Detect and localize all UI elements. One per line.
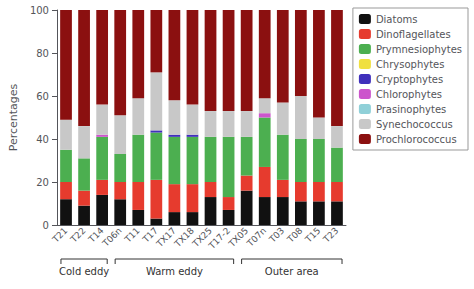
svg-text:Dinoflagellates: Dinoflagellates: [376, 29, 451, 40]
svg-text:Chrysophytes: Chrysophytes: [376, 59, 445, 70]
svg-text:40: 40: [36, 134, 49, 145]
svg-text:Synechococcus: Synechococcus: [376, 119, 453, 130]
svg-text:80: 80: [36, 48, 49, 59]
svg-text:TX05: TX05: [226, 225, 250, 249]
svg-text:T22: T22: [68, 225, 88, 245]
svg-text:T06n: T06n: [100, 225, 124, 249]
svg-text:TX25: TX25: [190, 225, 215, 249]
svg-text:0: 0: [43, 220, 49, 231]
svg-text:TX18: TX18: [172, 225, 196, 249]
svg-text:100: 100: [30, 5, 49, 16]
svg-text:T08: T08: [285, 225, 305, 245]
svg-text:Cold eddy: Cold eddy: [59, 266, 109, 277]
svg-text:T07n: T07n: [244, 225, 268, 249]
svg-text:Percentages: Percentages: [7, 83, 20, 151]
svg-text:Chlorophytes: Chlorophytes: [376, 89, 442, 100]
svg-text:Prochlorococcus: Prochlorococcus: [376, 134, 457, 145]
svg-text:Prymnesiophytes: Prymnesiophytes: [376, 44, 462, 55]
svg-text:Outer area: Outer area: [265, 266, 319, 277]
svg-text:T14: T14: [86, 225, 106, 245]
svg-text:T03: T03: [267, 225, 287, 245]
svg-text:T17: T17: [140, 225, 160, 245]
svg-text:Prasinophytes: Prasinophytes: [376, 104, 446, 115]
svg-text:20: 20: [36, 177, 49, 188]
svg-text:T15: T15: [303, 225, 323, 245]
svg-text:T21: T21: [50, 225, 70, 245]
svg-text:60: 60: [36, 91, 49, 102]
svg-text:Warm eddy: Warm eddy: [146, 266, 203, 277]
svg-text:Cryptophytes: Cryptophytes: [376, 74, 443, 85]
svg-text:T11: T11: [122, 225, 142, 245]
svg-text:T23: T23: [321, 225, 341, 245]
svg-text:Diatoms: Diatoms: [376, 14, 418, 25]
svg-text:T17-2: T17-2: [206, 225, 232, 251]
svg-text:TX17: TX17: [154, 225, 178, 249]
